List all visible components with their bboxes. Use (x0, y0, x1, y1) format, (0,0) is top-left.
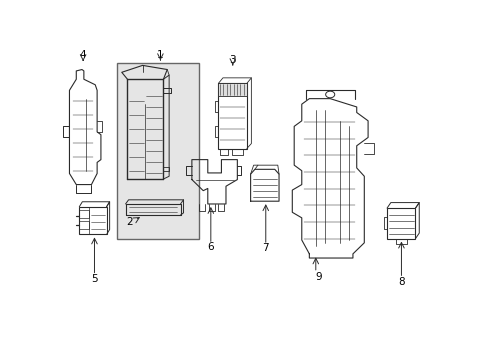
Text: 8: 8 (397, 277, 404, 287)
Bar (386, 208, 415, 239)
Bar (218, 84, 246, 149)
Bar (79, 207, 106, 234)
Text: 4: 4 (80, 50, 86, 60)
Text: 1: 1 (157, 50, 163, 60)
Bar (79, 221, 89, 229)
Bar (117, 63, 198, 239)
Bar (218, 84, 246, 96)
Text: 5: 5 (91, 274, 98, 284)
Text: 7: 7 (262, 243, 268, 253)
Bar (79, 210, 89, 218)
Text: 2: 2 (126, 217, 132, 227)
Text: 6: 6 (207, 243, 214, 252)
Text: 3: 3 (229, 55, 236, 65)
Text: 9: 9 (315, 271, 322, 282)
